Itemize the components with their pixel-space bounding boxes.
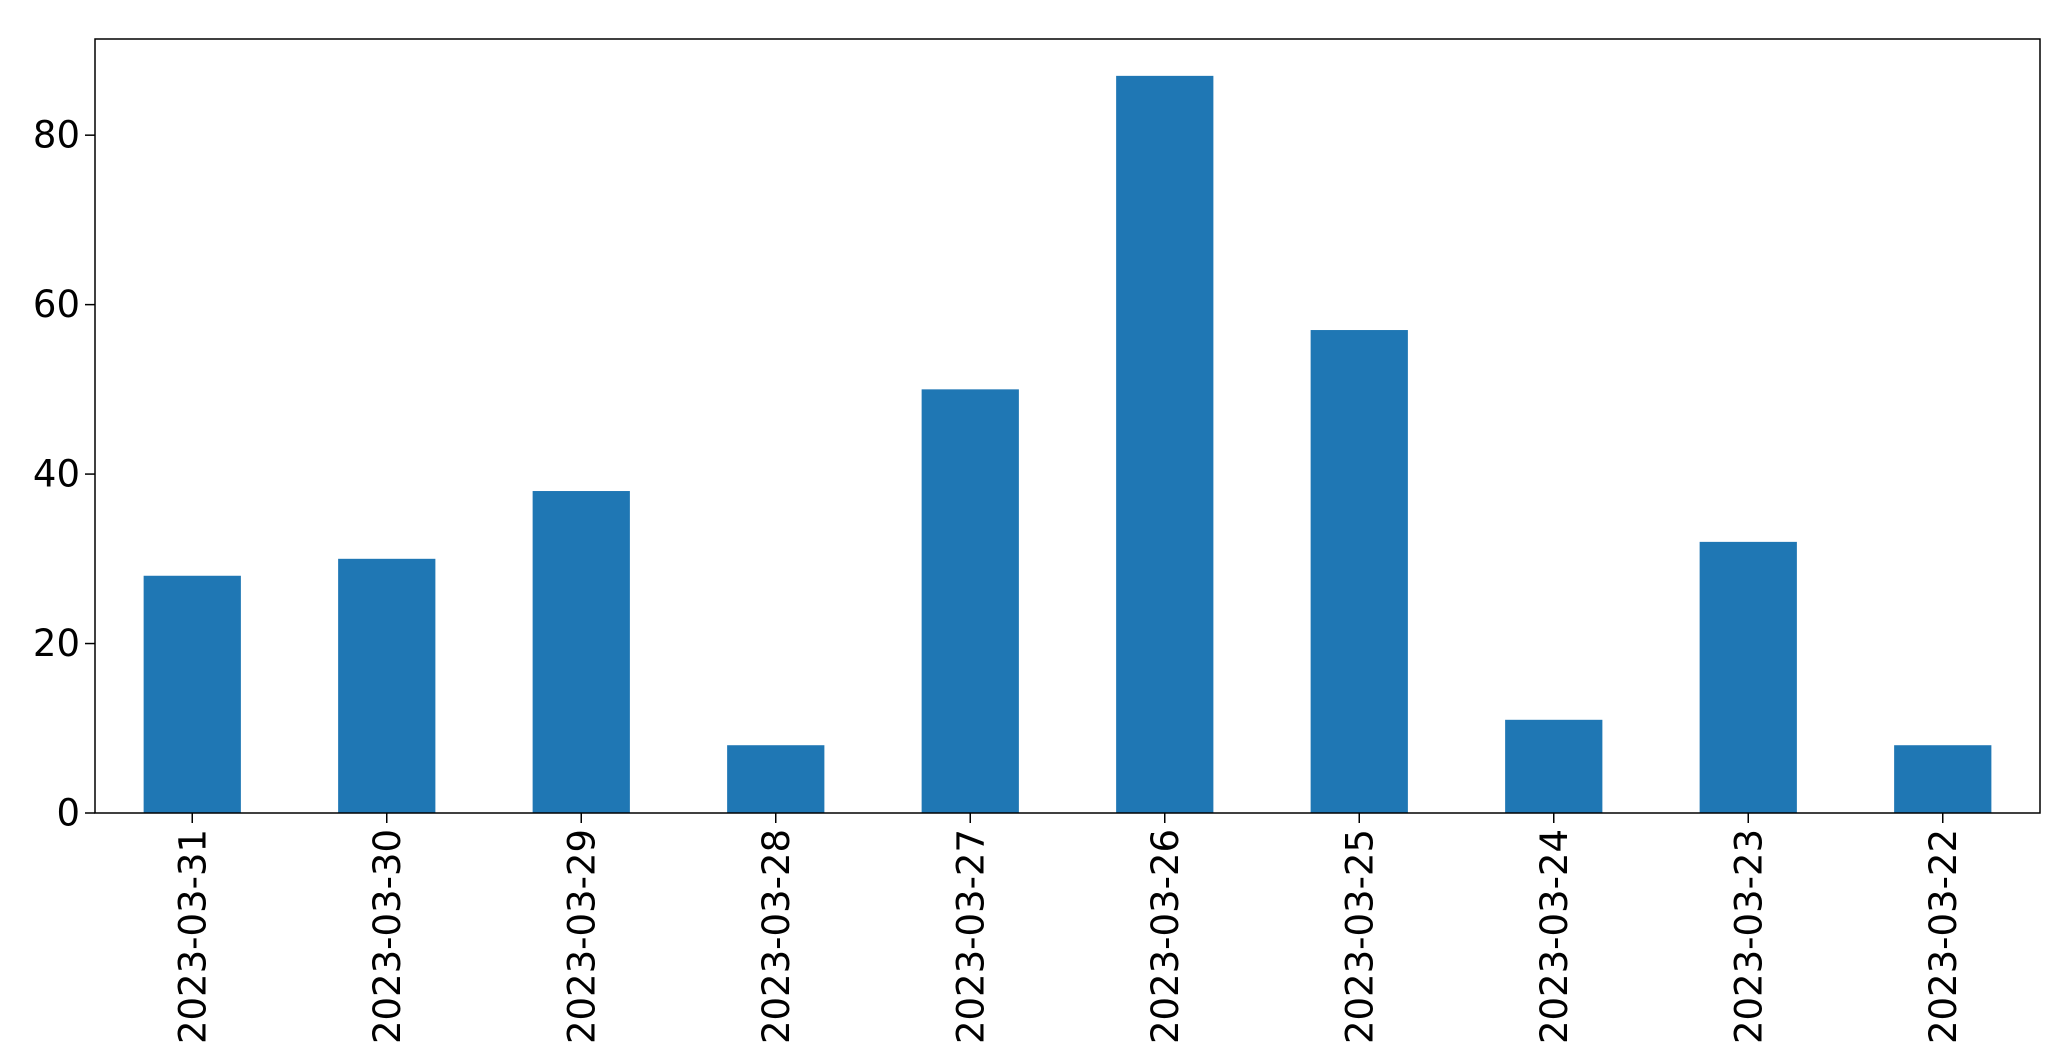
bar-2023-03-29: [532, 491, 630, 813]
x-tick-label: 2023-03-22: [1922, 829, 1965, 1044]
bar-2023-03-27: [921, 389, 1019, 813]
x-tick-label: 2023-03-28: [755, 829, 798, 1044]
y-tick-label: 80: [33, 114, 80, 157]
y-tick-label: 40: [33, 453, 80, 496]
x-tick-label: 2023-03-24: [1533, 829, 1576, 1044]
y-axis: 0 20 40 60 80: [33, 114, 95, 835]
bar-2023-03-22: [1894, 745, 1992, 813]
y-tick-label: 20: [33, 622, 80, 665]
bars-group: [143, 75, 1992, 814]
x-tick-label: 2023-03-23: [1727, 829, 1770, 1044]
y-tick-label: 60: [33, 283, 80, 326]
bar-2023-03-23: [1699, 541, 1797, 813]
x-tick-label: 2023-03-26: [1144, 829, 1187, 1044]
bar-2023-03-26: [1116, 75, 1214, 814]
x-axis: 2023-03-31 2023-03-30 2023-03-29 2023-03-28…: [171, 813, 1965, 1044]
bar-2023-03-28: [727, 745, 825, 813]
bar-2023-03-25: [1310, 330, 1408, 813]
bar-2023-03-31: [143, 575, 241, 813]
y-tick-label: 0: [56, 792, 80, 835]
x-tick-label: 2023-03-29: [560, 829, 603, 1044]
x-tick-label: 2023-03-27: [949, 829, 992, 1044]
x-tick-label: 2023-03-31: [171, 829, 214, 1044]
bar-2023-03-30: [338, 558, 436, 813]
plot-frame: [94, 38, 2041, 814]
x-tick-label: 2023-03-30: [366, 829, 409, 1044]
x-tick-label: 2023-03-25: [1338, 829, 1381, 1044]
bar-2023-03-24: [1505, 719, 1603, 813]
